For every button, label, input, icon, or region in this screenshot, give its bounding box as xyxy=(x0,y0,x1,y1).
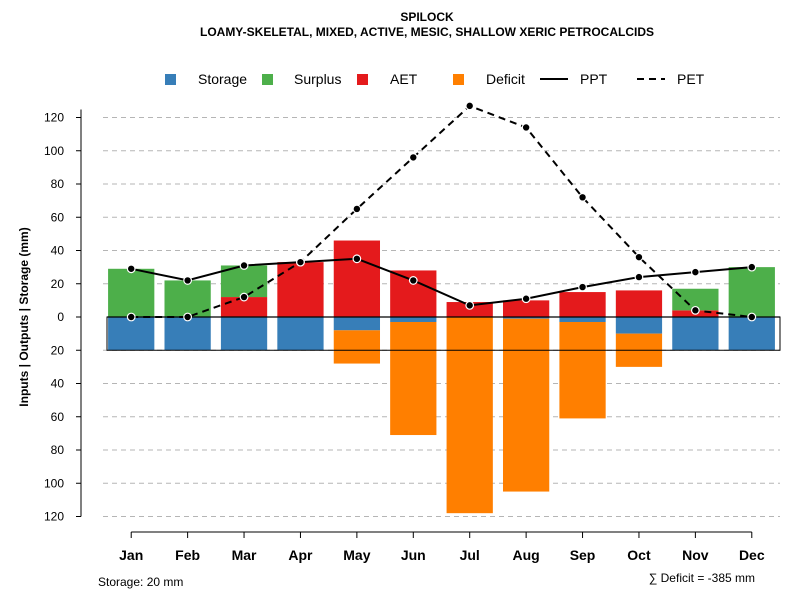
bar-storage-jun xyxy=(390,317,437,322)
bar-storage-mar xyxy=(220,317,268,351)
line-pet xyxy=(131,104,752,318)
bar-storage-nov xyxy=(672,317,719,351)
point-pet-dec xyxy=(747,312,757,322)
legend: Storage Surplus AET Deficit PPT PET xyxy=(165,71,705,87)
legend-label-surplus: Surplus xyxy=(294,71,341,87)
y-axis-label: Inputs | Outputs | Storage (mm) xyxy=(17,227,31,406)
point-pet-apr xyxy=(296,257,305,267)
x-tick-label-jun: Jun xyxy=(401,547,426,563)
bar-storage-dec xyxy=(728,317,775,351)
point-ppt-dec xyxy=(747,262,757,272)
bar-aet-mar xyxy=(220,297,268,317)
y-tick-label-0: 0 xyxy=(57,310,64,324)
bar-surplus-dec xyxy=(728,267,775,317)
bar-storage-sep xyxy=(559,317,606,322)
point-ppt-jul xyxy=(465,300,475,310)
y-tick-label-100: 100 xyxy=(44,476,64,490)
point-ppt-jun xyxy=(408,276,418,285)
bar-aet-sep xyxy=(559,292,606,317)
legend-label-deficit: Deficit xyxy=(486,71,525,87)
bar-storage-aug xyxy=(502,317,550,319)
bar-aet-may xyxy=(333,240,381,317)
bar-aet-oct xyxy=(615,290,663,317)
y-tick-label-20: 20 xyxy=(51,277,65,291)
x-tick-label-mar: Mar xyxy=(232,547,257,563)
bar-storage-oct xyxy=(615,317,663,334)
legend-label-aet: AET xyxy=(390,71,418,87)
point-pet-jan xyxy=(126,312,136,322)
storage-note: Storage: 20 mm xyxy=(98,575,183,589)
series-lines xyxy=(126,101,757,322)
y-tick-label-60: 60 xyxy=(51,210,65,224)
point-ppt-jan xyxy=(126,264,136,274)
chart-title: SPILOCK xyxy=(400,10,454,24)
point-ppt-oct xyxy=(634,272,644,282)
bar-surplus-mar xyxy=(220,265,268,298)
legend-swatch-deficit xyxy=(453,74,464,85)
legend-swatch-aet xyxy=(357,74,368,85)
x-tick-label-nov: Nov xyxy=(682,547,709,563)
point-pet-sep xyxy=(578,192,587,202)
x-tick-label-apr: Apr xyxy=(288,547,313,563)
point-ppt-mar xyxy=(239,261,249,270)
bar-deficit-aug xyxy=(502,318,550,492)
chart-subtitle: LOAMY-SKELETAL, MIXED, ACTIVE, MESIC, SH… xyxy=(200,25,654,39)
x-tick-label-jan: Jan xyxy=(119,547,143,563)
bar-storage-may xyxy=(333,317,381,331)
y-tick-label-80: 80 xyxy=(51,177,65,191)
y-tick-label-120: 120 xyxy=(44,111,64,125)
point-ppt-nov xyxy=(690,267,700,277)
point-pet-mar xyxy=(239,292,249,302)
x-tick-label-oct: Oct xyxy=(627,547,651,563)
bar-deficit-sep xyxy=(559,321,606,419)
point-pet-oct xyxy=(634,252,644,262)
point-pet-nov xyxy=(690,305,700,315)
legend-swatch-storage xyxy=(165,74,176,85)
bar-surplus-nov xyxy=(672,288,719,311)
point-pet-aug xyxy=(521,123,531,132)
point-pet-may xyxy=(352,204,362,214)
x-tick-label-jul: Jul xyxy=(460,547,480,563)
y-tick-label-80: 80 xyxy=(51,443,65,457)
legend-label-ppt: PPT xyxy=(580,71,608,87)
x-tick-label-dec: Dec xyxy=(739,547,765,563)
bar-deficit-may xyxy=(333,330,381,364)
y-tick-label-120: 120 xyxy=(44,510,64,524)
bar-deficit-jun xyxy=(390,321,437,436)
y-tick-label-60: 60 xyxy=(51,410,65,424)
x-tick-label-may: May xyxy=(343,547,370,563)
legend-label-storage: Storage xyxy=(198,71,247,87)
y-tick-label-40: 40 xyxy=(51,244,65,258)
bar-aet-aug xyxy=(502,300,550,317)
bar-storage-jan xyxy=(108,317,155,351)
bars xyxy=(106,240,781,514)
y-tick-label-40: 40 xyxy=(51,377,65,391)
point-ppt-feb xyxy=(183,276,193,285)
y-tick-label-100: 100 xyxy=(44,144,64,158)
x-tick-label-feb: Feb xyxy=(175,547,200,563)
point-pet-feb xyxy=(183,312,193,322)
axes: 120 100 80 60 40 20 0 20 40 60 80 100 120 Jan Feb Mar Ap… xyxy=(44,109,765,563)
bar-storage-feb xyxy=(164,317,211,351)
point-ppt-aug xyxy=(521,294,531,304)
point-pet-jun xyxy=(408,152,418,162)
bar-surplus-jan xyxy=(108,268,155,317)
point-ppt-sep xyxy=(578,282,587,292)
legend-label-pet: PET xyxy=(677,71,705,87)
bar-storage-apr xyxy=(277,317,324,351)
bar-aet-apr xyxy=(277,262,324,317)
point-pet-jul xyxy=(465,101,475,111)
x-tick-label-sep: Sep xyxy=(570,547,596,563)
deficit-total-note: ∑ Deficit = -385 mm xyxy=(649,571,755,585)
bar-deficit-jul xyxy=(446,317,493,514)
y-tick-label-20: 20 xyxy=(51,343,65,357)
line-ppt xyxy=(130,257,752,307)
legend-swatch-surplus xyxy=(262,74,273,85)
x-tick-label-aug: Aug xyxy=(513,547,540,563)
point-ppt-may xyxy=(352,254,362,264)
